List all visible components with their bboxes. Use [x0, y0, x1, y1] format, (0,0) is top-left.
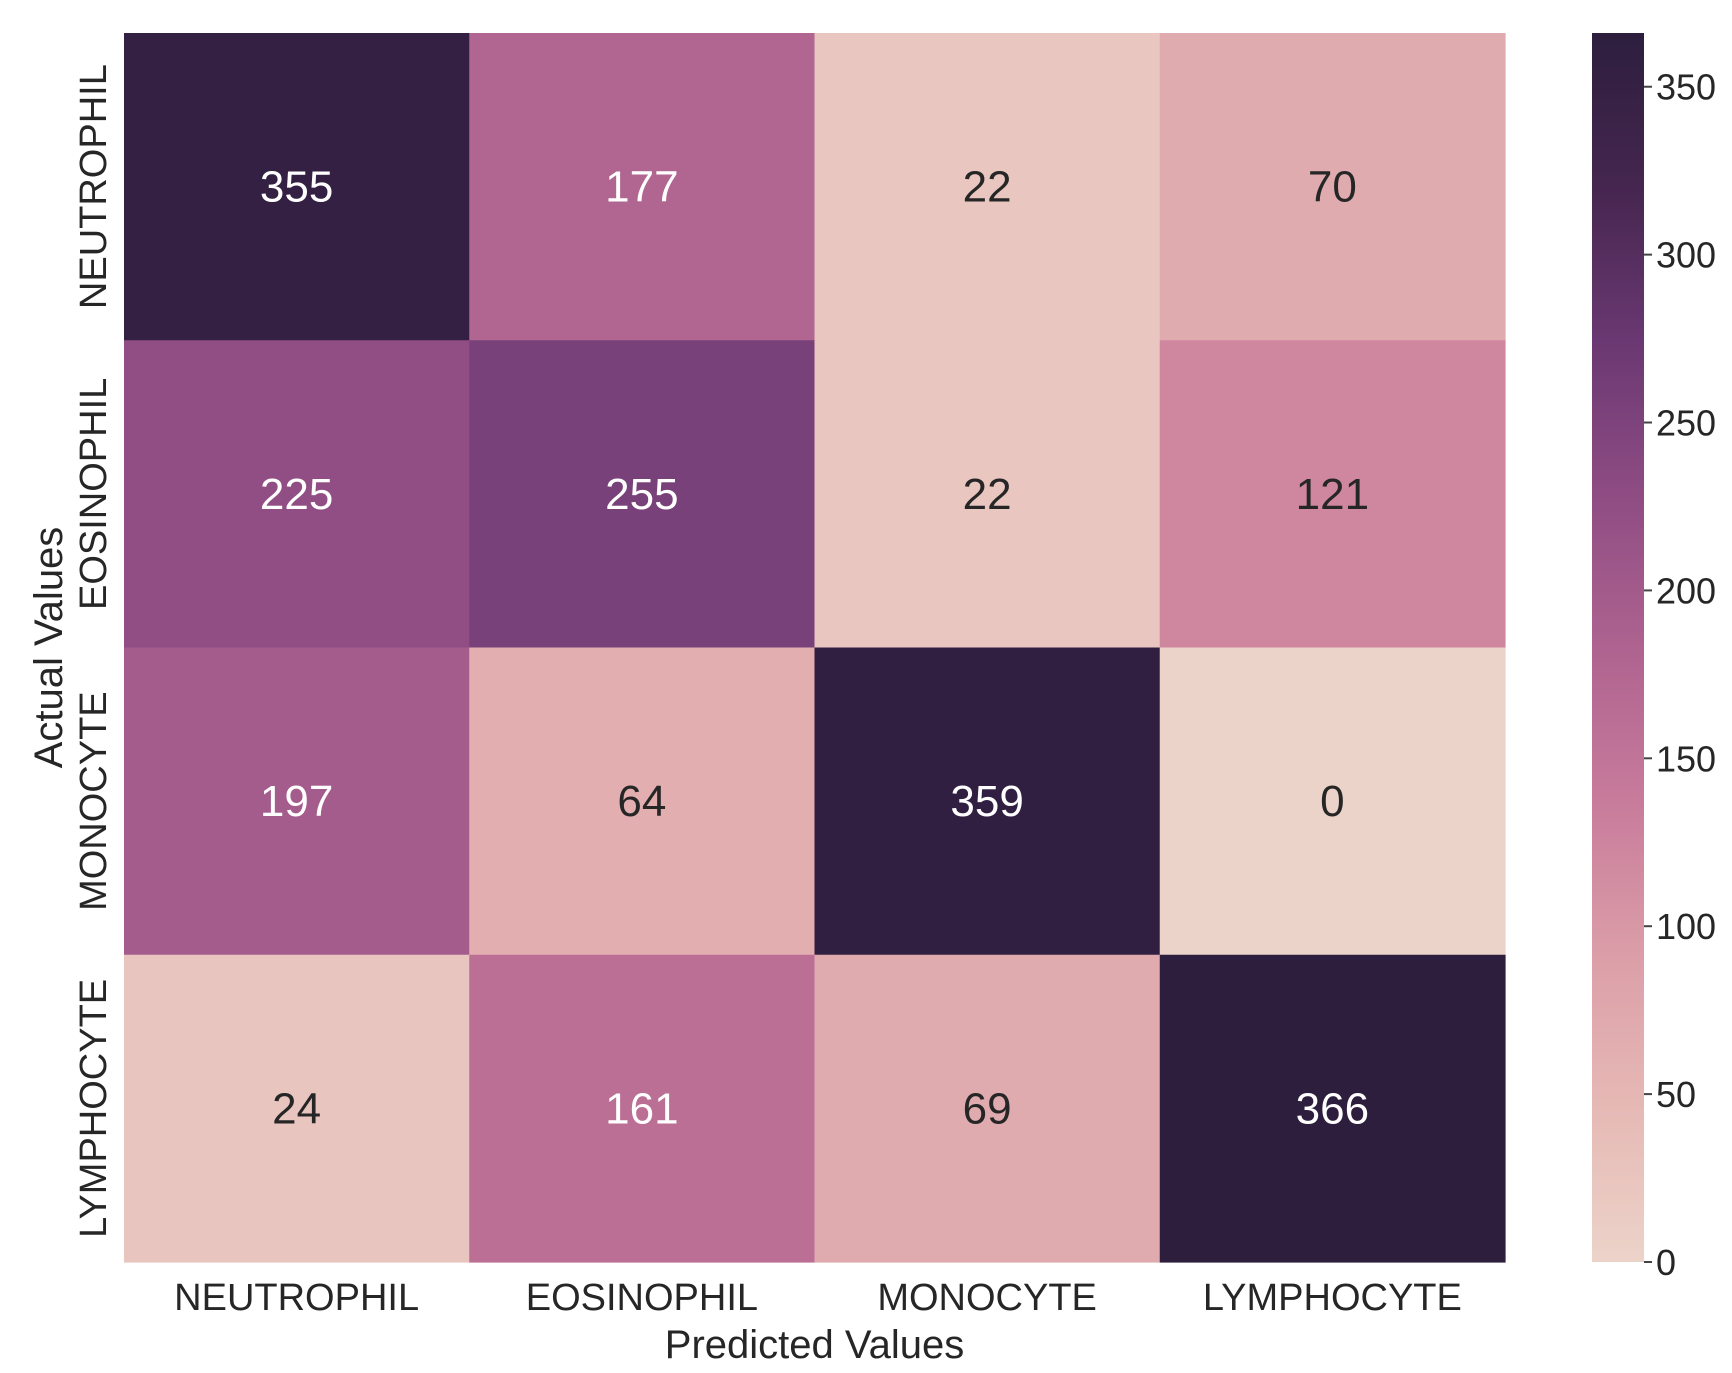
heatmap-cell: [1159, 954, 1506, 1263]
heatmap-cell: [814, 33, 1161, 341]
cell-value-label: 355: [260, 163, 333, 212]
heatmap-cell: [1159, 340, 1506, 649]
heatmap-cell: [469, 954, 816, 1263]
y-tick-label: MONOCYTE: [73, 691, 115, 911]
colorbar: 0 50 100 150 200 250 300 350: [1592, 33, 1716, 1283]
colorbar-gradient: [1592, 33, 1644, 1262]
heatmap-cell: [124, 647, 470, 956]
cell-value-label: 24: [272, 1084, 321, 1133]
colorbar-tick-label: 350: [1656, 67, 1716, 108]
colorbar-tick-label: 300: [1656, 235, 1716, 276]
heatmap-cell: [469, 33, 816, 341]
heatmap-cell: [469, 340, 816, 649]
y-axis-label: Actual Values: [27, 527, 71, 769]
colorbar-tick-label: 250: [1656, 403, 1716, 444]
cell-value-label: 22: [963, 163, 1012, 212]
cell-value-label: 22: [963, 470, 1012, 519]
cell-value-label: 255: [605, 470, 678, 519]
y-tick-labels: NEUTROPHIL EOSINOPHIL MONOCYTE LYMPHOCYTE: [73, 64, 115, 1238]
heatmap-cell: [814, 954, 1161, 1263]
cell-value-label: 70: [1308, 163, 1357, 212]
cell-value-label: 366: [1296, 1084, 1369, 1133]
cell-annotations: 355 177 22 70 225 255 22 121 197 64 359 0 24 161 69 366: [260, 163, 1369, 1134]
cell-value-label: 64: [617, 777, 666, 826]
y-tick-label: EOSINOPHIL: [73, 378, 115, 610]
x-axis-label: Predicted Values: [665, 1323, 964, 1367]
colorbar-tick-label: 100: [1656, 906, 1716, 947]
heatmap-cell: [814, 647, 1161, 956]
heatmap-cell: [469, 647, 816, 956]
cell-value-label: 225: [260, 470, 333, 519]
cell-value-label: 69: [963, 1084, 1012, 1133]
heatmap-cell: [1159, 647, 1506, 956]
cell-value-label: 197: [260, 777, 333, 826]
cell-value-label: 359: [950, 777, 1023, 826]
heatmap-cell: [124, 33, 470, 341]
cell-value-label: 0: [1320, 777, 1344, 826]
y-tick-label: NEUTROPHIL: [73, 64, 115, 309]
heatmap-cells: [124, 33, 1506, 1263]
colorbar-tick-label: 200: [1656, 570, 1716, 611]
x-tick-label: MONOCYTE: [877, 1277, 1097, 1319]
cell-value-label: 161: [605, 1084, 678, 1133]
heatmap-cell: [124, 340, 470, 649]
x-tick-label: NEUTROPHIL: [174, 1277, 419, 1319]
heatmap-cell: [124, 954, 470, 1263]
heatmap-cell: [814, 340, 1161, 649]
colorbar-tick-label: 50: [1656, 1074, 1696, 1115]
cell-value-label: 177: [605, 163, 678, 212]
cell-value-label: 121: [1296, 470, 1369, 519]
y-tick-label: LYMPHOCYTE: [73, 979, 115, 1238]
x-tick-label: LYMPHOCYTE: [1203, 1277, 1462, 1319]
colorbar-tick-label: 150: [1656, 738, 1716, 779]
x-tick-labels: NEUTROPHIL EOSINOPHIL MONOCYTE LYMPHOCYTE: [174, 1277, 1462, 1319]
x-tick-label: EOSINOPHIL: [526, 1277, 758, 1319]
heatmap-cell: [1159, 33, 1506, 341]
colorbar-tick-label: 0: [1656, 1242, 1676, 1283]
